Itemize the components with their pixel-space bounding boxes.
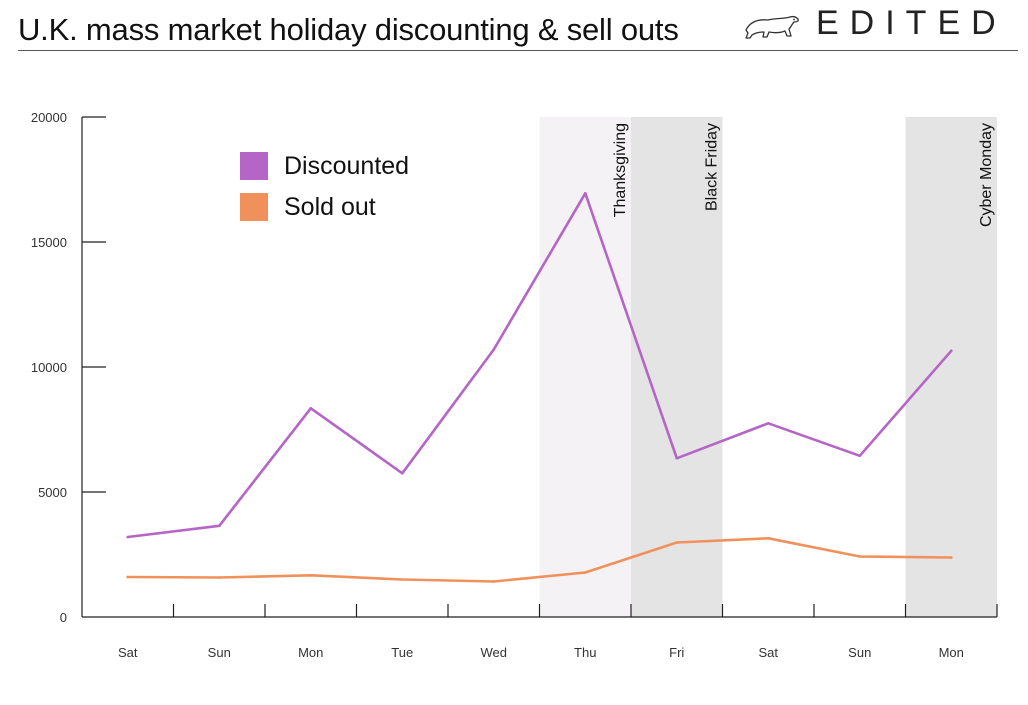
series-line-0 (126, 192, 953, 539)
series-line-1 (126, 536, 953, 583)
header: U.K. mass market holiday discounting & s… (0, 0, 1028, 55)
series-lines (126, 191, 953, 583)
polar-bear-icon (745, 15, 799, 39)
band-label-cyber-monday: Cyber Monday (978, 123, 995, 227)
data-point (217, 524, 221, 528)
x-tick-label-9: Mon (939, 645, 964, 660)
y-tick-label-5000: 5000 (38, 485, 67, 500)
x-tick-label-4: Wed (481, 645, 508, 660)
header-divider (18, 50, 1018, 51)
data-point (309, 573, 313, 577)
data-point (583, 571, 587, 574)
legend-label-1: Sold out (284, 193, 376, 221)
data-point (583, 191, 587, 195)
x-tick-label-3: Tue (391, 645, 413, 660)
y-tick-label-15000: 15000 (31, 235, 67, 250)
data-point (949, 349, 953, 353)
x-tick-label-7: Sat (758, 645, 778, 660)
band-cyber-monday (905, 117, 997, 617)
data-point (126, 535, 130, 539)
y-tick-label-10000: 10000 (31, 360, 67, 375)
data-point (858, 555, 862, 558)
data-point (400, 578, 404, 581)
x-tick-label-0: Sat (118, 645, 138, 660)
legend-swatch-0 (240, 152, 268, 180)
data-point (492, 580, 496, 583)
x-tick-label-1: Sun (208, 645, 231, 660)
legend: Discounted Sold out (240, 152, 409, 221)
band-label-black-friday: Black Friday (704, 123, 721, 211)
band-thanksgiving (539, 117, 631, 617)
x-tick-label-2: Mon (298, 645, 323, 660)
legend-label-0: Discounted (284, 152, 409, 180)
highlight-bands (539, 117, 997, 617)
x-tick-label-8: Sun (848, 645, 871, 660)
band-labels: Thanksgiving Black Friday Cyber Monday (612, 123, 995, 227)
data-point (766, 421, 770, 425)
brand-name: EDITED (816, 4, 1007, 42)
y-tick-label-0: 0 (60, 610, 67, 625)
x-tick-label-6: Fri (669, 645, 684, 660)
data-point (675, 456, 679, 460)
data-point (217, 576, 221, 579)
axes: 0 5000 10000 15000 20000 Sat Sun Mon Tue Wed Thu Fr… (31, 110, 998, 660)
data-point (126, 575, 130, 579)
data-point (858, 454, 862, 458)
x-tick-label-5: Thu (574, 645, 596, 660)
legend-swatch-1 (240, 193, 268, 221)
band-label-thanksgiving: Thanksgiving (612, 123, 629, 217)
data-point (949, 556, 953, 559)
data-point (309, 406, 313, 410)
data-point (400, 471, 404, 475)
data-point (675, 541, 679, 544)
data-point (766, 536, 770, 540)
data-point (492, 348, 496, 351)
page-title: U.K. mass market holiday discounting & s… (18, 12, 679, 47)
y-tick-label-20000: 20000 (31, 110, 67, 125)
